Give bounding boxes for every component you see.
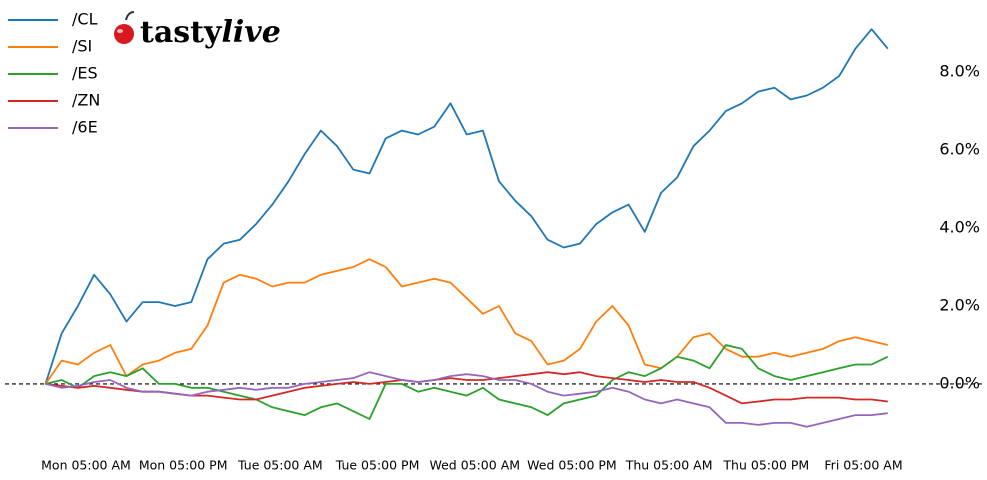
x-tick-label: Mon 05:00 AM (41, 458, 131, 473)
x-tick-label: Tue 05:00 AM (237, 458, 323, 473)
x-tick-label: Tue 05:00 PM (335, 458, 420, 473)
logo: tastylive (114, 11, 281, 50)
brand-suffix: live (221, 15, 280, 50)
brand: tastylive (140, 15, 281, 50)
brand-prefix: tasty (140, 15, 223, 50)
legend-label: /ZN (72, 91, 100, 110)
series-line (44, 258, 889, 385)
x-tick-label: Mon 05:00 PM (139, 458, 228, 473)
legend-label: /SI (72, 37, 92, 56)
x-tick-label: Thu 05:00 PM (722, 458, 809, 473)
cherry-stem (125, 11, 135, 21)
y-tick-label: 0.0% (939, 373, 980, 392)
series-line (45, 371, 888, 428)
y-tick-label: 8.0% (939, 62, 980, 81)
series-line (45, 371, 888, 405)
x-tick-label: Fri 05:00 AM (824, 458, 902, 473)
y-tick-label: 2.0% (939, 295, 980, 314)
x-tick-label: Thu 05:00 AM (625, 458, 713, 473)
x-tick-label: Wed 05:00 AM (429, 458, 520, 473)
legend-label: /ES (72, 64, 98, 83)
cherry-shine (117, 29, 123, 33)
y-tick-label: 6.0% (939, 140, 980, 159)
series-line (45, 344, 889, 420)
x-tick-label: Wed 05:00 PM (527, 458, 617, 473)
legend-label: /CL (72, 10, 98, 29)
legend-label: /6E (72, 118, 98, 137)
cherry (114, 24, 134, 44)
series-line (44, 28, 889, 385)
y-tick-label: 4.0% (939, 218, 980, 237)
